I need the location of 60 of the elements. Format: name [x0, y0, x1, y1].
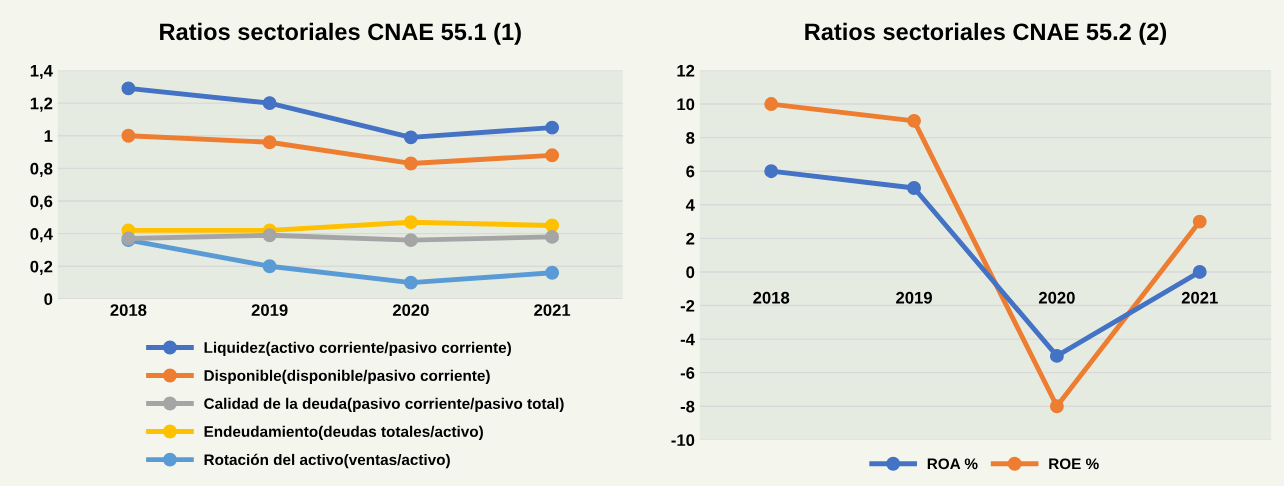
point	[403, 215, 418, 230]
point	[1192, 214, 1207, 229]
chart-title: Ratios sectoriales CNAE 55.2 (2)	[805, 22, 1167, 45]
legend-label: Endeudamiento(deudas totales/activo)	[204, 425, 483, 441]
y-tick-label: -2	[680, 299, 695, 312]
y-tick-label: 0	[44, 293, 53, 306]
point	[545, 120, 560, 135]
y-tick-label: 0,4	[30, 228, 53, 243]
y-tick-label: 10	[677, 98, 695, 111]
point	[1192, 264, 1207, 279]
x-tick-label: 2018	[753, 291, 790, 304]
point	[1049, 399, 1064, 414]
x-tick-label: 2020	[392, 304, 429, 316]
y-tick-label: 1	[44, 130, 53, 142]
point	[403, 156, 418, 171]
point	[545, 148, 560, 163]
x-tick-label: 2020	[1038, 291, 1075, 304]
x-tick-label: 2018	[110, 304, 147, 316]
point	[545, 229, 560, 244]
point	[403, 275, 418, 290]
y-tick-label: 0	[686, 266, 695, 279]
y-tick-label: 12	[677, 64, 695, 77]
y-tick-label: -10	[671, 434, 695, 447]
y-tick-label: 0,6	[30, 195, 53, 210]
x-tick-label: 2021	[1181, 291, 1218, 304]
point	[907, 181, 921, 195]
point	[545, 265, 560, 280]
chart-title: Ratios sectoriales CNAE 55.1 (1)	[160, 22, 521, 45]
x-tick-label: 2021	[534, 304, 571, 316]
legend-label: Liquidez(activo corriente/pasivo corriente)	[204, 341, 511, 357]
point	[403, 130, 418, 145]
point	[121, 81, 136, 96]
y-tick-label: 1,4	[30, 65, 53, 80]
y-tick-label: 2	[686, 232, 695, 245]
point	[262, 135, 277, 150]
point	[1049, 348, 1064, 363]
y-tick-label: -6	[680, 367, 695, 379]
point	[262, 259, 277, 274]
y-tick-label: 0,2	[30, 260, 53, 275]
legend-label: Disponible(disponible/pasivo corriente)	[204, 369, 490, 385]
y-tick-label: 6	[686, 165, 695, 178]
x-tick-label: 2019	[251, 304, 288, 316]
point	[262, 96, 277, 111]
y-tick-label: -4	[680, 333, 695, 346]
legend-label: Rotación del activo(ventas/activo)	[204, 453, 450, 469]
point	[121, 128, 136, 143]
y-tick-label: 4	[685, 199, 695, 211]
point	[764, 164, 779, 179]
legend-label: ROE %	[1049, 458, 1099, 470]
x-tick-label: 2019	[896, 291, 932, 304]
y-tick-label: 8	[686, 132, 695, 144]
legend-label: ROA %	[927, 458, 978, 470]
point	[764, 97, 779, 111]
point	[403, 233, 418, 248]
y-tick-label: 0,8	[30, 162, 53, 177]
point	[907, 113, 921, 128]
y-tick-label: 1,2	[30, 97, 53, 112]
legend-label: Calidad de la deuda(pasivo corriente/pasivo total)	[204, 397, 564, 413]
y-tick-label: -8	[680, 400, 695, 413]
point	[262, 228, 277, 243]
